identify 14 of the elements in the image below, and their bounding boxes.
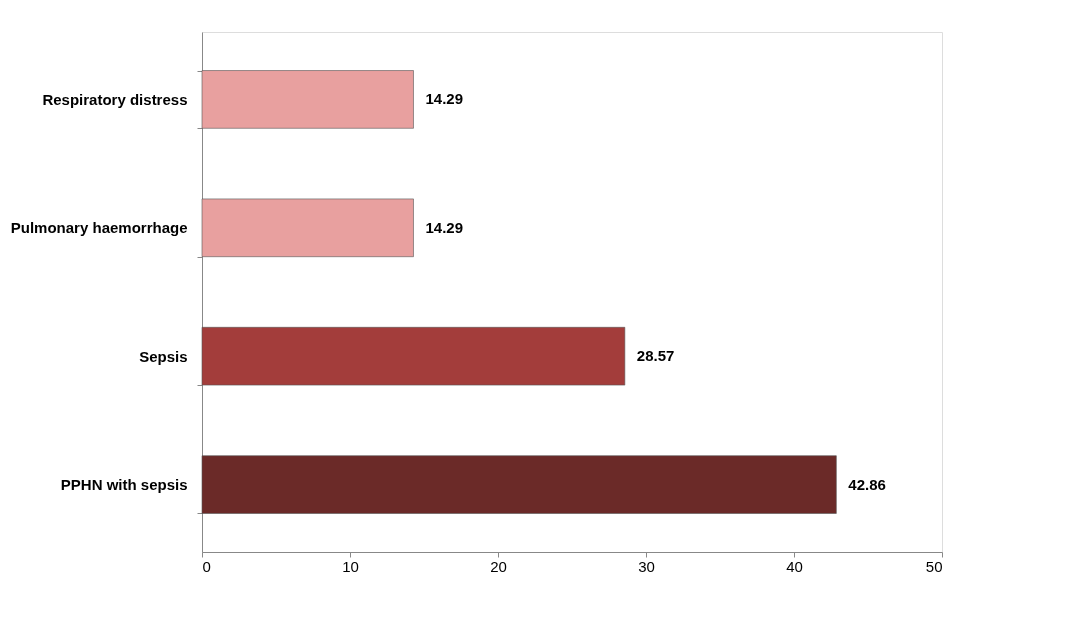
x-tick-label: 40	[786, 557, 803, 575]
x-tick-label: 30	[638, 557, 655, 575]
x-tick-label: 50	[925, 557, 943, 575]
data-label: 28.57	[636, 347, 675, 365]
data-label: 14.29	[425, 218, 464, 236]
x-tick-label: 20	[490, 557, 507, 575]
y-tick-label: Sepsis	[139, 347, 188, 365]
y-tick-label: Pulmonary haemorrhage	[10, 219, 188, 237]
y-tick-label: Respiratory distress	[42, 90, 188, 108]
data-label: 14.29	[425, 90, 464, 108]
y-tick-label: PPHN with sepsis	[60, 476, 188, 494]
x-tick-label: 0	[202, 557, 211, 575]
x-tick-label: 10	[342, 557, 359, 575]
data-label: 42.86	[848, 475, 886, 493]
